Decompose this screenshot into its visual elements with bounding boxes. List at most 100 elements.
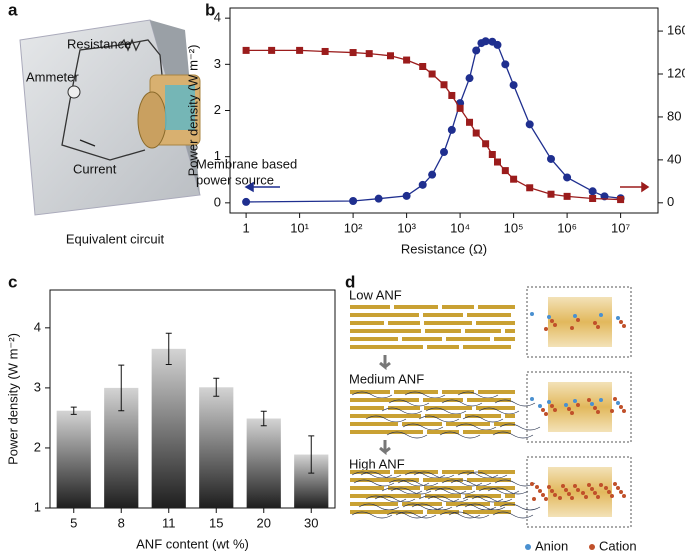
x-tick-label: 10⁵ [504, 220, 524, 235]
ion [616, 316, 620, 320]
marker [418, 180, 427, 189]
marker [510, 175, 518, 183]
nanofiber [413, 471, 455, 479]
marker [509, 81, 518, 90]
ion [584, 495, 588, 499]
y2-tick-label: 80 [667, 108, 681, 123]
down-arrow [379, 355, 391, 371]
ion [573, 399, 577, 403]
fiber-sheet [388, 321, 420, 325]
marker [547, 154, 555, 163]
fiber-sheet [350, 406, 384, 410]
marker [440, 81, 448, 89]
channel [548, 382, 612, 432]
marker [296, 46, 304, 54]
nanofiber [462, 415, 504, 423]
fiber-sheet [505, 494, 515, 498]
fiber-sheet [442, 390, 474, 394]
y-tick-label: 2 [34, 439, 41, 454]
fiber-sheet [442, 305, 474, 309]
y-tick-label: 2 [214, 102, 221, 117]
marker [447, 125, 456, 134]
ion [564, 403, 568, 407]
marker [547, 190, 555, 198]
panel-label: b [205, 0, 215, 19]
ion [619, 405, 623, 409]
nanofiber [450, 479, 492, 487]
marker [403, 56, 411, 64]
ion [561, 484, 565, 488]
fiber-sheet [350, 345, 390, 349]
label: power source [196, 172, 274, 187]
ion [610, 494, 614, 498]
ion [616, 401, 620, 405]
marker [402, 191, 411, 200]
panel-label: d [345, 272, 355, 291]
y2-tick-label: 160 [667, 23, 685, 38]
nanofiber [411, 503, 453, 511]
y-tick-label: 1 [214, 148, 221, 163]
ion [573, 484, 577, 488]
marker [428, 70, 436, 78]
ion [593, 406, 597, 410]
y2-tick-label: 120 [667, 65, 685, 80]
fiber-sheet [463, 430, 511, 434]
nanofiber [404, 391, 446, 399]
cation-dot [589, 544, 595, 550]
fiber-sheet [467, 398, 511, 402]
marker [321, 47, 329, 55]
wire [61, 99, 146, 161]
nanofiber [402, 423, 444, 431]
fiber-sheet [402, 422, 442, 426]
ion [553, 323, 557, 327]
fiber-sheet [478, 390, 515, 394]
ion [613, 397, 617, 401]
nanofiber [478, 407, 520, 415]
marker [488, 151, 496, 159]
ion [541, 408, 545, 412]
fiber-sheet [394, 305, 438, 309]
fiber-sheet [423, 313, 463, 317]
nanofiber [395, 511, 437, 519]
y2-tick-label: 40 [667, 151, 681, 166]
fiber-sheet [424, 321, 472, 325]
fiber-sheet [371, 313, 419, 317]
nanofiber [425, 407, 467, 415]
fiber-sheet [379, 510, 423, 514]
y2-tick-label: 0 [667, 194, 674, 209]
ion [553, 493, 557, 497]
fiber-sheet [350, 321, 384, 325]
nanofiber [455, 423, 497, 431]
ion [596, 410, 600, 414]
marker [589, 195, 597, 203]
legend-label: Cation [599, 538, 637, 553]
nanofiber [441, 399, 483, 407]
error-bar [118, 364, 125, 412]
fiber-sheet [494, 337, 515, 341]
ion [547, 400, 551, 404]
fiber-sheet [350, 313, 382, 317]
current-arrow [79, 139, 96, 147]
y-axis-label: Power density (W m⁻²) [5, 333, 20, 465]
nanofiber [457, 391, 499, 399]
marker [588, 187, 597, 196]
ion [593, 321, 597, 325]
x-tick-label: 10³ [397, 220, 416, 235]
label: Resistance [67, 36, 131, 51]
y-tick-label: 3 [214, 56, 221, 71]
row-label: High ANF [349, 456, 405, 471]
y-tick-label: 4 [34, 319, 41, 334]
fiber-sheet [424, 406, 472, 410]
nanofiber [388, 399, 430, 407]
ion [604, 486, 608, 490]
ion [530, 397, 534, 401]
nanofiber [439, 431, 481, 439]
ion [570, 496, 574, 500]
label: Current [73, 161, 117, 176]
marker [501, 167, 509, 175]
nanofiber [492, 511, 534, 519]
ion [567, 492, 571, 496]
zoom-box [526, 456, 632, 528]
cylinder-end [137, 91, 167, 149]
error-bar [165, 332, 172, 365]
